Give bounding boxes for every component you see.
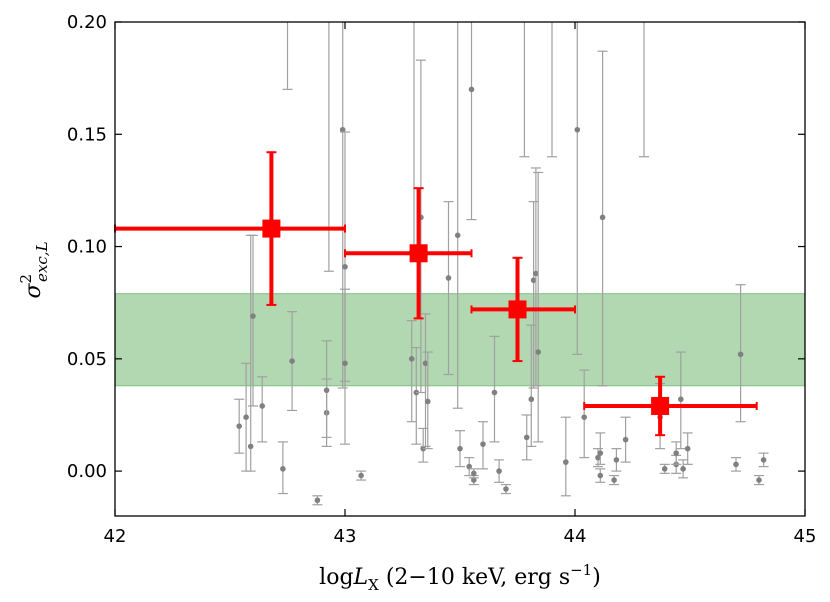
grey-point	[523, 434, 530, 441]
grey-point	[661, 466, 668, 472]
grey-point	[314, 497, 321, 504]
grey-point	[454, 232, 461, 239]
red-point	[651, 396, 670, 415]
plot-frame	[114, 21, 806, 517]
grey-point	[597, 472, 604, 479]
x-tick-label: 44	[564, 526, 587, 547]
grey-point	[528, 396, 535, 403]
grey-point	[756, 477, 762, 483]
red-points-layer	[114, 151, 758, 437]
grey-point	[468, 86, 475, 93]
grey-point	[280, 466, 286, 472]
grey-point	[622, 436, 629, 443]
grey-point	[611, 477, 617, 483]
x-tick-label: 45	[794, 526, 817, 547]
red-point	[409, 244, 428, 263]
grey-point	[535, 349, 541, 355]
grey-point	[445, 275, 452, 281]
grey-point	[613, 457, 620, 463]
band-layer	[114, 293, 806, 387]
grey-point	[243, 414, 249, 421]
grey-point	[595, 454, 601, 461]
grey-point	[733, 461, 739, 468]
grey-point	[480, 441, 486, 447]
grey-point	[563, 459, 569, 465]
grey-point	[339, 126, 346, 133]
variance-band	[114, 293, 806, 387]
grey-point	[425, 398, 431, 405]
x-tick-label: 43	[334, 526, 357, 547]
red-point	[262, 219, 281, 238]
grey-point	[289, 358, 295, 364]
grey-point	[236, 423, 242, 429]
grey-point	[760, 457, 767, 463]
grey-point	[597, 450, 604, 456]
grey-point	[342, 263, 348, 270]
grey-point	[358, 472, 364, 479]
grey-point	[471, 477, 477, 483]
grey-point	[250, 313, 256, 319]
grey-points-layer	[234, 22, 769, 506]
grey-point	[678, 396, 684, 403]
grey-point	[533, 270, 539, 277]
grey-point	[737, 351, 744, 358]
grey-point	[457, 445, 463, 452]
grey-point	[680, 466, 686, 472]
y-tick-label: 0.20	[67, 12, 107, 33]
grey-point	[599, 214, 606, 221]
grey-point	[323, 387, 330, 394]
grey-point	[496, 468, 502, 474]
ticks-layer: 42 43 44 45 0.00 0.05 0.10 0.15 0.20	[67, 12, 817, 547]
grey-point	[466, 463, 473, 470]
y-tick-label: 0.15	[67, 124, 107, 145]
grey-point	[574, 126, 581, 133]
grey-point	[408, 356, 415, 362]
red-point	[508, 300, 527, 319]
grey-point	[471, 470, 477, 477]
y-tick-label: 0.05	[67, 349, 107, 370]
y-axis-label: σ2exc,L	[17, 241, 51, 298]
grey-point	[503, 486, 509, 492]
grey-point	[491, 389, 498, 396]
y-tick-label: 0.10	[67, 237, 107, 258]
grey-point	[422, 360, 429, 367]
y-tick-label: 0.00	[67, 461, 107, 482]
grey-point	[581, 414, 587, 421]
grey-point	[684, 445, 691, 452]
grey-point	[259, 403, 266, 409]
grey-point	[247, 443, 254, 450]
grey-point	[673, 450, 679, 456]
grey-point	[530, 277, 537, 284]
x-axis-label: logLX (2−10 keV, erg s−1)	[319, 561, 601, 594]
x-tick-label: 42	[104, 526, 127, 547]
grey-point	[342, 360, 348, 367]
